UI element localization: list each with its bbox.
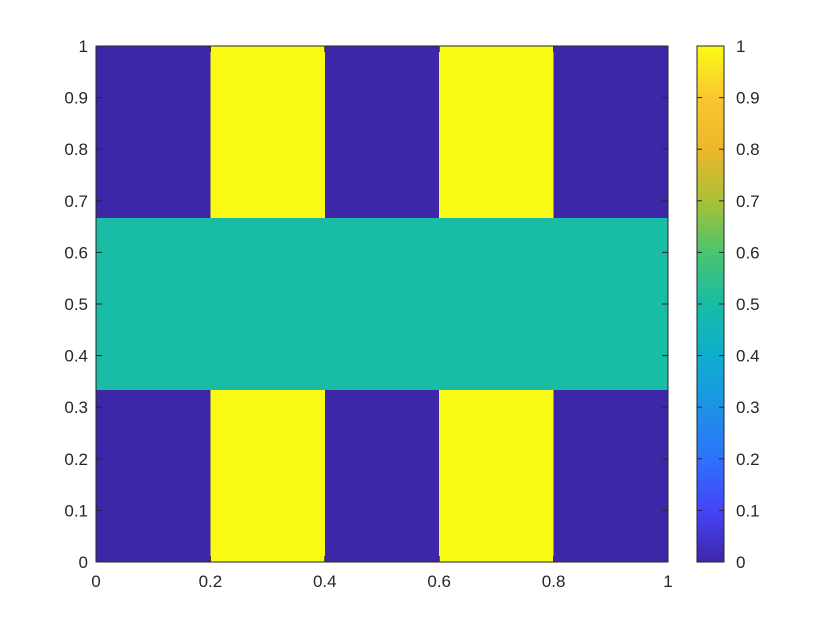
x-tick-label: 0.2 [199,572,223,591]
x-tick-label: 0.6 [427,572,451,591]
y-tick-label: 0.2 [64,450,88,469]
y-tick-label: 0 [79,553,88,572]
heatmap-region [96,46,211,218]
y-tick-label: 0.5 [64,295,88,314]
y-tick-label: 0.4 [64,347,88,366]
colorbar-tick-label: 0.2 [736,450,760,469]
y-tick-label: 0.7 [64,192,88,211]
heatmap-region [210,390,325,562]
colorbar-tick-label: 0.6 [736,243,760,262]
colorbar-tick-label: 0.1 [736,501,760,520]
x-axis-ticks: 0 0.2 0.4 0.6 0.8 1 [91,46,673,591]
colorbar-tick-label: 0.5 [736,295,760,314]
heatmap-region [324,46,440,218]
y-tick-label: 0.1 [64,501,88,520]
colorbar-tick-label: 0.8 [736,140,760,159]
x-tick-label: 0 [91,572,100,591]
colorbar-tick-label: 0.3 [736,398,760,417]
y-tick-label: 0.3 [64,398,88,417]
heatmap-region [439,46,554,218]
colorbar-ticks: 0 0.1 0.2 0.3 0.4 0.5 0.6 0.7 0.8 0.9 1 [697,37,760,572]
colorbar-tick-label: 0.4 [736,347,760,366]
x-tick-label: 0.4 [313,572,337,591]
y-tick-label: 0.8 [64,140,88,159]
heatmap-region [439,390,554,562]
y-tick-label: 0.9 [64,89,88,108]
y-axis-ticks: 0 0.1 0.2 0.3 0.4 0.5 0.6 0.7 0.8 0.9 1 [64,37,668,572]
x-tick-label: 0.8 [542,572,566,591]
colorbar-tick-label: 0.7 [736,192,760,211]
y-tick-label: 1 [79,37,88,56]
heatmap-region [96,217,668,391]
colorbar-tick-label: 1 [736,37,745,56]
plot-regions [96,46,668,562]
x-tick-label: 1 [663,572,672,591]
colorbar-tick-label: 0.9 [736,89,760,108]
y-tick-label: 0.6 [64,243,88,262]
heatmap-region [553,46,668,218]
colorbar-tick-label: 0 [736,553,745,572]
heatmap-region [324,390,440,562]
heatmap-region [96,390,211,562]
heatmap-region [553,390,668,562]
heatmap-region [210,46,325,218]
